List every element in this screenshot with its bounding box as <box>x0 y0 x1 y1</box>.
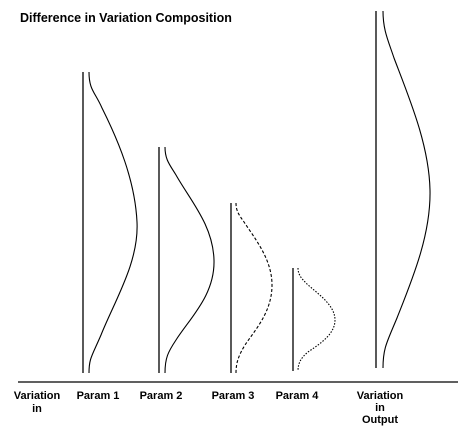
output-curve <box>382 10 431 369</box>
output-distribution <box>375 10 431 369</box>
left-label-line-1: Variation <box>14 390 61 402</box>
param-2-label: Param 2 <box>140 390 183 402</box>
param-1-distribution <box>82 71 138 374</box>
param-1-label: Param 1 <box>77 390 120 402</box>
param-2-curve <box>164 146 215 374</box>
param-3-distribution <box>230 202 273 374</box>
param-4-label: Param 4 <box>276 390 320 402</box>
param-2-distribution <box>158 146 215 374</box>
output-label-line-2: in <box>375 402 385 414</box>
output-label-line-3: Output <box>362 414 398 426</box>
left-label-line-2: in <box>32 403 42 415</box>
param-1-curve <box>88 71 138 374</box>
param-3-curve <box>235 202 273 374</box>
diagram-title: Difference in Variation Composition <box>20 11 232 25</box>
output-label-line-1: Variation <box>357 390 404 402</box>
param-3-label: Param 3 <box>212 390 255 402</box>
param-4-distribution <box>292 267 336 372</box>
param-4-curve <box>297 267 336 372</box>
